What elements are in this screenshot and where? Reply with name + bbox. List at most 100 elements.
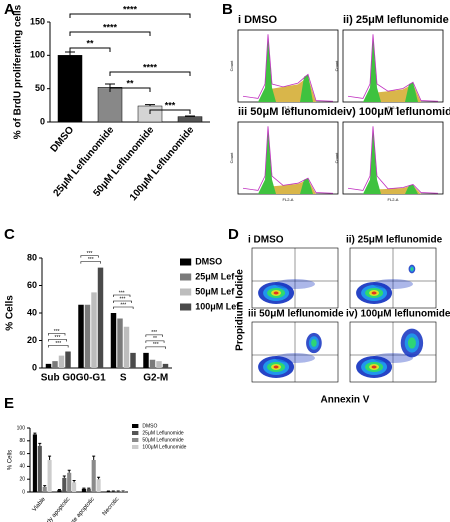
dot-cluster: [311, 339, 317, 347]
error-bar: [82, 487, 86, 489]
y-tick-label: 40: [19, 464, 25, 470]
significance-label: ****: [143, 62, 158, 72]
legend-swatch: [180, 288, 192, 296]
bar: [130, 352, 136, 368]
dot-cluster: [371, 291, 377, 295]
error-bar: [87, 487, 91, 489]
y-tick-label: 80: [19, 438, 25, 444]
significance-label: ***: [120, 296, 126, 302]
error-bar: [72, 479, 76, 483]
bar: [91, 292, 97, 368]
bar: [45, 363, 52, 368]
histogram-peak: [363, 35, 418, 103]
legend-label: 100μM Leflunomide: [142, 444, 186, 450]
panel-label: A: [4, 1, 15, 18]
legend-swatch: [132, 445, 139, 449]
bar: [177, 116, 203, 123]
significance-label: ***: [120, 302, 126, 308]
legend-swatch: [180, 258, 192, 266]
significance-bracket: [69, 31, 151, 36]
legend-swatch: [180, 303, 192, 311]
y-tick-label: 0: [40, 116, 45, 126]
error-bar: [65, 51, 75, 56]
bar: [96, 479, 101, 492]
significance-bracket: [145, 334, 163, 337]
significance-bracket: [69, 13, 191, 18]
bar: [143, 352, 149, 368]
dot-plot-title: ii) 25μM leflunomide: [346, 235, 443, 246]
significance-bracket: [113, 300, 132, 303]
y-tick-label: 40: [27, 307, 37, 317]
dot-cluster: [371, 365, 377, 369]
histogram-peak: [363, 127, 418, 194]
significance-label: ***: [151, 330, 157, 336]
dot-cluster: [275, 353, 315, 363]
x-tick-label: G0-G1: [76, 373, 106, 384]
legend-label: 25μM Leflunomide: [142, 430, 183, 436]
histogram-y-label: Count: [229, 152, 234, 164]
x-tick-label: G2-M: [143, 373, 168, 384]
dot-cluster: [410, 267, 414, 271]
bar: [72, 482, 77, 492]
bar: [58, 355, 65, 368]
histogram-x-label: FL2-A: [283, 105, 294, 110]
bar: [162, 363, 169, 368]
histogram-title: iii 50μM leflunomide: [238, 106, 343, 118]
legend-label: 50μM Leflunomide: [142, 437, 183, 443]
significance-label: ****: [123, 4, 138, 14]
significance-label: ***: [88, 257, 94, 263]
significance-bracket: [48, 333, 66, 336]
histogram-x-label: FL2-A: [388, 197, 399, 202]
error-bar: [97, 476, 101, 480]
legend-swatch: [132, 438, 139, 442]
histogram-title: ii) 25μM leflunomide: [343, 14, 449, 26]
bar: [97, 87, 123, 123]
significance-bracket: [145, 340, 165, 343]
error-bar: [105, 83, 115, 88]
histogram-line: [347, 126, 439, 194]
bar: [110, 313, 117, 368]
bar: [81, 488, 86, 492]
bar: [47, 460, 52, 492]
dot-cluster: [273, 291, 279, 295]
bar: [65, 351, 71, 368]
bar: [156, 361, 162, 368]
histogram-x-label: FL2-A: [283, 197, 294, 202]
y-tick-label: 80: [27, 252, 37, 262]
histogram-title: iv) 100μM leflunomide: [343, 106, 450, 118]
legend-label: 25μM Lef: [195, 271, 235, 281]
y-tick-label: 60: [27, 280, 37, 290]
bar: [116, 491, 121, 492]
bar: [32, 434, 37, 492]
significance-label: ***: [55, 341, 61, 347]
dot-plot-y-label: Propidium Iodide: [235, 269, 246, 351]
significance-label: ***: [87, 251, 93, 257]
histogram-y-label: Count: [229, 60, 234, 72]
legend-swatch: [180, 273, 192, 281]
x-tick-label: Late apoptotic: [67, 496, 96, 522]
significance-label: ***: [54, 329, 60, 335]
significance-bracket: [80, 255, 99, 258]
bar: [42, 486, 47, 492]
significance-label: ****: [103, 22, 118, 32]
y-tick-label: 0: [22, 489, 25, 495]
y-tick-label: 20: [27, 335, 37, 345]
error-bar: [92, 455, 96, 460]
dot-cluster: [275, 279, 315, 289]
significance-bracket: [145, 346, 166, 349]
histogram-line: [242, 34, 334, 102]
significance-bracket: [109, 87, 151, 92]
significance-bracket: [69, 47, 111, 52]
legend-swatch: [132, 431, 139, 435]
histogram-frame: [342, 121, 444, 195]
dot-cluster: [407, 337, 416, 349]
bar: [57, 55, 83, 123]
significance-label: ***: [153, 342, 159, 348]
error-bar: [43, 485, 47, 487]
y-axis-label: % Cells: [5, 295, 16, 331]
significance-bracket: [109, 71, 191, 76]
error-bar: [38, 442, 42, 446]
panel-label: C: [4, 226, 15, 243]
panel-label: E: [4, 395, 14, 412]
dot-cluster: [273, 365, 279, 369]
